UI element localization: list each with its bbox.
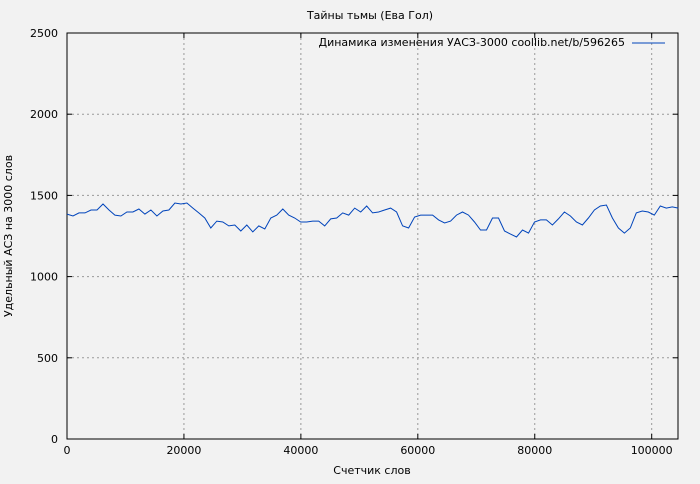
grid [67, 33, 678, 439]
y-tick-label: 1000 [30, 271, 58, 284]
y-axis-label: Удельный АСЗ на 3000 слов [2, 155, 15, 317]
legend-label: Динамика изменения УАСЗ-3000 coollib.net… [319, 36, 626, 49]
x-tick-label: 80000 [517, 444, 552, 457]
x-tick-label: 40000 [283, 444, 318, 457]
y-tick-label: 500 [37, 352, 58, 365]
series-line [66, 202, 679, 238]
x-axis-ticks: 0 20000 40000 60000 80000 100000 [64, 33, 673, 457]
chart-title: Тайны тьмы (Ева Гол) [306, 9, 433, 22]
x-axis-label: Счетчик слов [333, 464, 410, 477]
y-tick-label: 2000 [30, 108, 58, 121]
legend: Динамика изменения УАСЗ-3000 coollib.net… [319, 36, 665, 49]
x-tick-label: 100000 [631, 444, 673, 457]
x-tick-label: 0 [64, 444, 71, 457]
y-tick-label: 1500 [30, 189, 58, 202]
x-tick-label: 60000 [400, 444, 435, 457]
plot-frame [66, 32, 679, 440]
y-axis-ticks: 0 500 1000 1500 2000 2500 [30, 27, 678, 446]
y-tick-label: 0 [51, 433, 58, 446]
x-tick-label: 20000 [166, 444, 201, 457]
y-tick-label: 2500 [30, 27, 58, 40]
